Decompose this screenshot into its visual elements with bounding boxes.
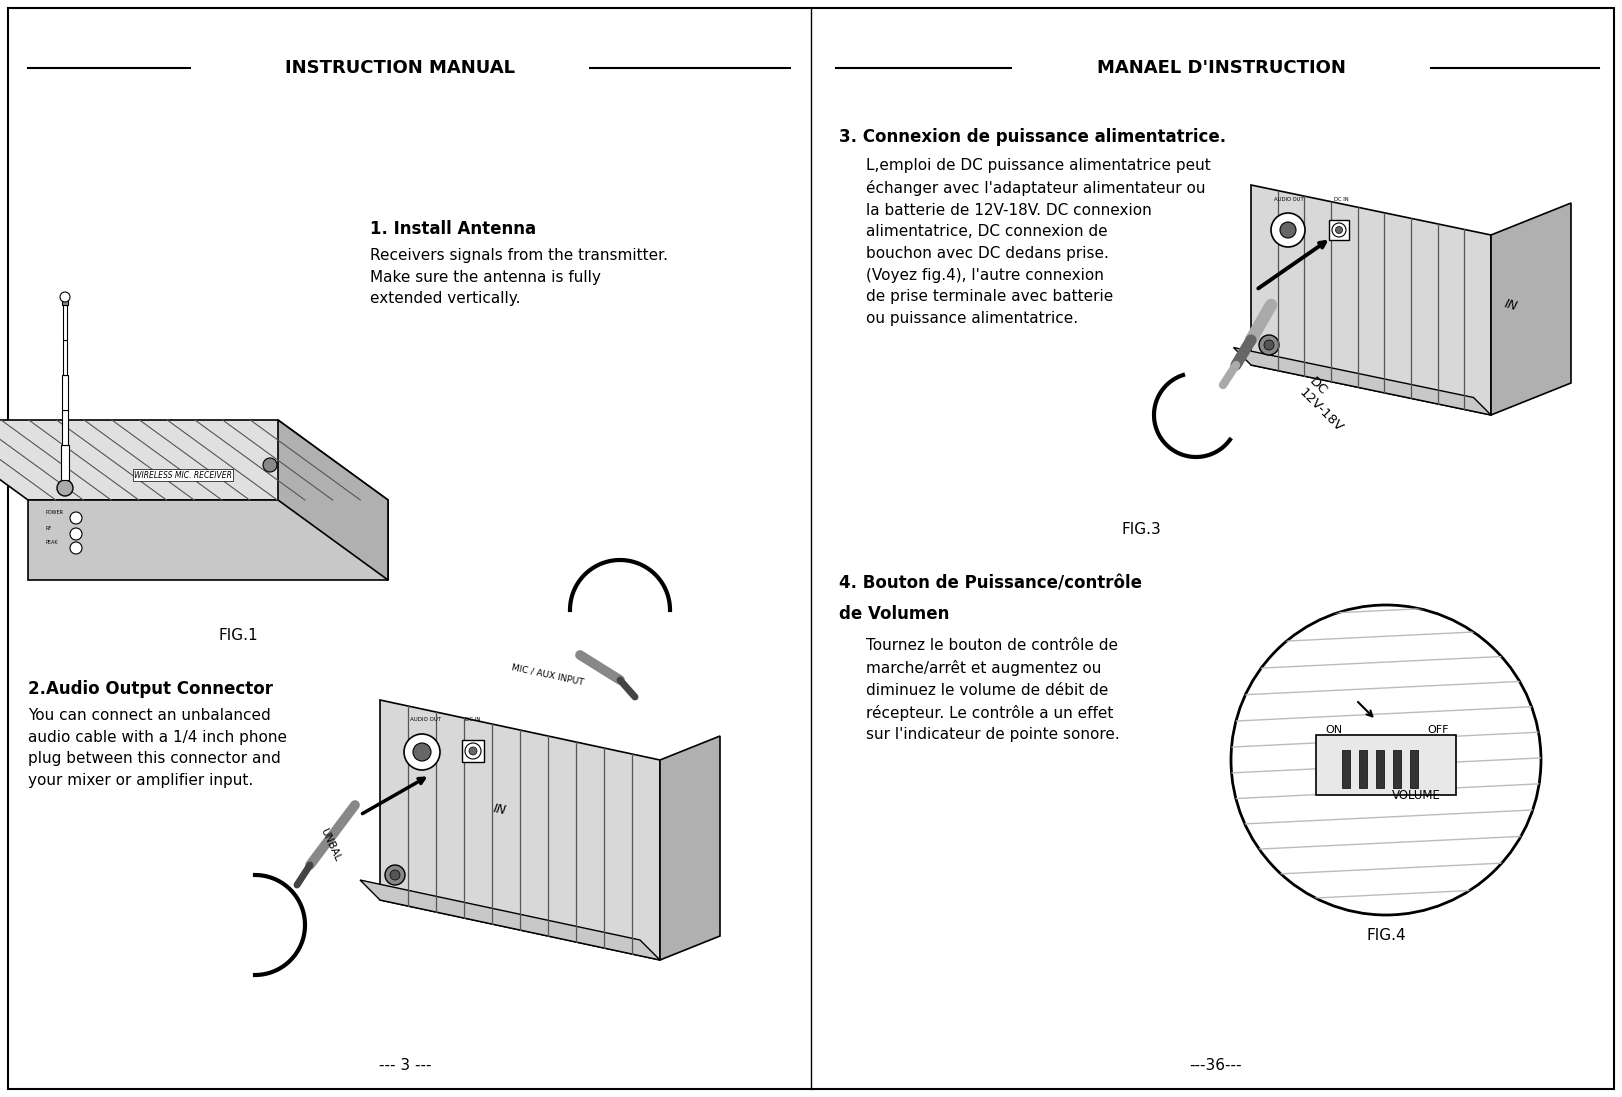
Text: VOLUME: VOLUME: [1392, 789, 1440, 802]
Bar: [1341, 750, 1350, 788]
Text: IN: IN: [493, 803, 508, 817]
Text: 2.Audio Output Connector: 2.Audio Output Connector: [28, 680, 272, 698]
Text: MIC / AUX INPUT: MIC / AUX INPUT: [511, 663, 586, 687]
Circle shape: [384, 866, 406, 885]
Bar: [1315, 735, 1457, 795]
Circle shape: [70, 528, 83, 540]
Polygon shape: [28, 500, 388, 580]
Circle shape: [1335, 226, 1343, 234]
Bar: [462, 740, 483, 762]
Circle shape: [70, 542, 83, 554]
Text: Receivers signals from the transmitter.
Make sure the antenna is fully
extended : Receivers signals from the transmitter. …: [370, 248, 668, 306]
Polygon shape: [360, 880, 660, 960]
Text: AUDIO OUT: AUDIO OUT: [1273, 197, 1304, 202]
Text: MANAEL D'INSTRUCTION: MANAEL D'INSTRUCTION: [1096, 59, 1345, 77]
Circle shape: [414, 743, 431, 761]
Bar: [63, 340, 67, 375]
Polygon shape: [1251, 185, 1491, 415]
Polygon shape: [1233, 348, 1491, 415]
Bar: [1393, 750, 1401, 788]
Circle shape: [469, 747, 477, 755]
Circle shape: [404, 734, 440, 770]
Circle shape: [389, 870, 401, 880]
Bar: [1328, 220, 1350, 240]
Circle shape: [70, 512, 83, 524]
Text: WIRELESS MIC. RECEIVER: WIRELESS MIC. RECEIVER: [135, 471, 232, 479]
Text: PEAK: PEAK: [45, 540, 58, 545]
Text: 3. Connexion de puissance alimentatrice.: 3. Connexion de puissance alimentatrice.: [839, 128, 1226, 146]
Text: FIG.3: FIG.3: [1121, 522, 1161, 538]
Text: Tournez le bouton de contrôle de
marche/arrêt et augmentez ou
diminuez le volume: Tournez le bouton de contrôle de marche/…: [866, 638, 1119, 743]
Bar: [62, 410, 68, 445]
Text: INSTRUCTION MANUAL: INSTRUCTION MANUAL: [285, 59, 516, 77]
Polygon shape: [380, 700, 660, 960]
Circle shape: [1264, 340, 1273, 350]
Text: RF: RF: [45, 525, 52, 531]
Circle shape: [466, 743, 482, 759]
Text: DC IN: DC IN: [1333, 197, 1348, 202]
Bar: [62, 375, 68, 410]
Circle shape: [263, 459, 277, 472]
Circle shape: [1231, 606, 1541, 915]
Circle shape: [57, 480, 73, 496]
Bar: [63, 305, 67, 340]
Text: AUDIO OUT: AUDIO OUT: [410, 717, 441, 722]
Polygon shape: [0, 420, 388, 500]
Text: 4. Bouton de Puissance/contrôle: 4. Bouton de Puissance/contrôle: [839, 575, 1142, 593]
Bar: [1410, 750, 1418, 788]
Text: ---36---: ---36---: [1191, 1058, 1242, 1073]
Text: DC IN: DC IN: [466, 717, 480, 722]
Text: FIG.4: FIG.4: [1366, 927, 1406, 942]
Text: de Volumen: de Volumen: [839, 606, 949, 623]
Bar: [62, 445, 70, 480]
Text: L,emploi de DC puissance alimentatrice peut
échanger avec l'adaptateur alimentat: L,emploi de DC puissance alimentatrice p…: [866, 158, 1210, 326]
Text: OFF: OFF: [1427, 725, 1448, 735]
Text: ON: ON: [1325, 725, 1343, 735]
Polygon shape: [660, 736, 720, 960]
Polygon shape: [277, 420, 388, 580]
Text: You can connect an unbalanced
audio cable with a 1/4 inch phone
plug between thi: You can connect an unbalanced audio cabl…: [28, 708, 287, 788]
Bar: [1375, 750, 1384, 788]
Text: --- 3 ---: --- 3 ---: [380, 1058, 431, 1073]
Text: FIG.1: FIG.1: [219, 627, 258, 643]
Circle shape: [1332, 223, 1346, 237]
Circle shape: [1280, 222, 1296, 238]
Circle shape: [1272, 213, 1306, 247]
Text: DC
12V-18V: DC 12V-18V: [1296, 375, 1356, 434]
Polygon shape: [1491, 203, 1572, 415]
Circle shape: [1259, 335, 1280, 355]
Circle shape: [60, 292, 70, 302]
Bar: [1359, 750, 1367, 788]
Text: IN: IN: [1504, 297, 1520, 313]
Text: 1. Install Antenna: 1. Install Antenna: [370, 220, 537, 238]
Text: POWER: POWER: [45, 510, 63, 514]
Text: FIG.2: FIG.2: [550, 887, 590, 903]
Text: UNBAL: UNBAL: [318, 827, 342, 863]
Bar: [62, 297, 68, 305]
